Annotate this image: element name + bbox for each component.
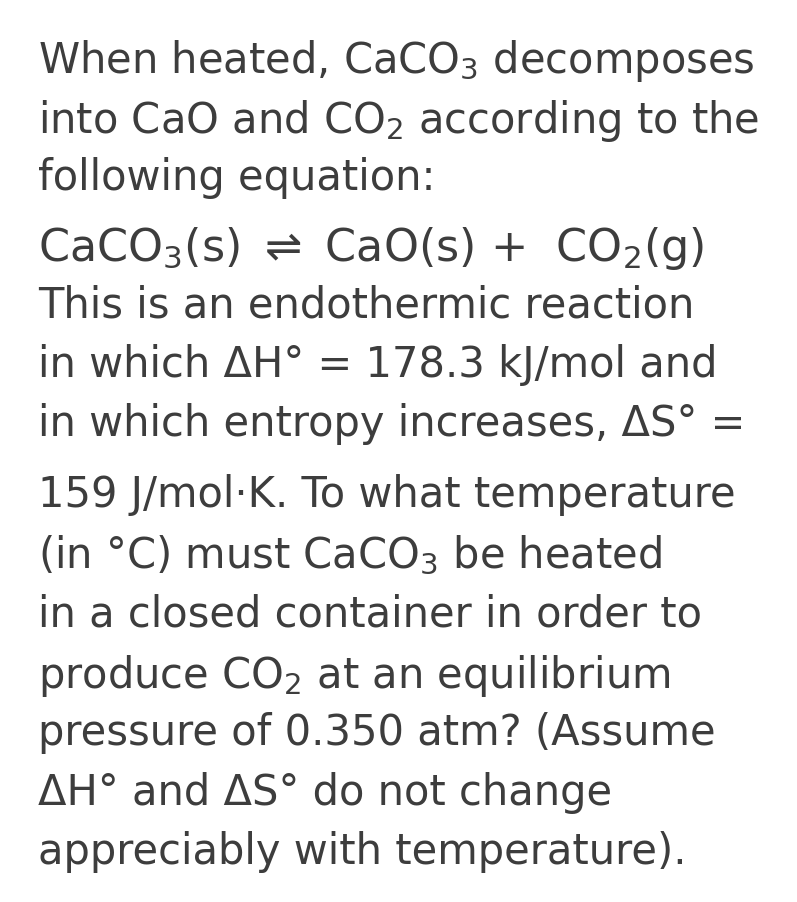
Text: When heated, CaCO$_3$ decomposes: When heated, CaCO$_3$ decomposes: [38, 38, 755, 84]
Text: appreciably with temperature).: appreciably with temperature).: [38, 831, 686, 872]
Text: following equation:: following equation:: [38, 157, 435, 198]
Text: CaCO$_3$(s) $\rightleftharpoons$ CaO(s) +  CO$_2$(g): CaCO$_3$(s) $\rightleftharpoons$ CaO(s) …: [38, 225, 705, 272]
Text: in which ΔH° = 178.3 kJ/mol and: in which ΔH° = 178.3 kJ/mol and: [38, 343, 717, 385]
Text: produce CO$_2$ at an equilibrium: produce CO$_2$ at an equilibrium: [38, 652, 670, 698]
Text: in which entropy increases, ΔS° =: in which entropy increases, ΔS° =: [38, 402, 745, 445]
Text: in a closed container in order to: in a closed container in order to: [38, 593, 702, 635]
Text: into CaO and CO$_2$ according to the: into CaO and CO$_2$ according to the: [38, 97, 760, 143]
Text: pressure of 0.350 atm? (Assume: pressure of 0.350 atm? (Assume: [38, 712, 716, 754]
Text: This is an endothermic reaction: This is an endothermic reaction: [38, 284, 694, 326]
Text: ΔH° and ΔS° do not change: ΔH° and ΔS° do not change: [38, 771, 612, 813]
Text: (in °C) must CaCO$_3$ be heated: (in °C) must CaCO$_3$ be heated: [38, 533, 662, 576]
Text: 159 J/mol·K. To what temperature: 159 J/mol·K. To what temperature: [38, 474, 736, 516]
